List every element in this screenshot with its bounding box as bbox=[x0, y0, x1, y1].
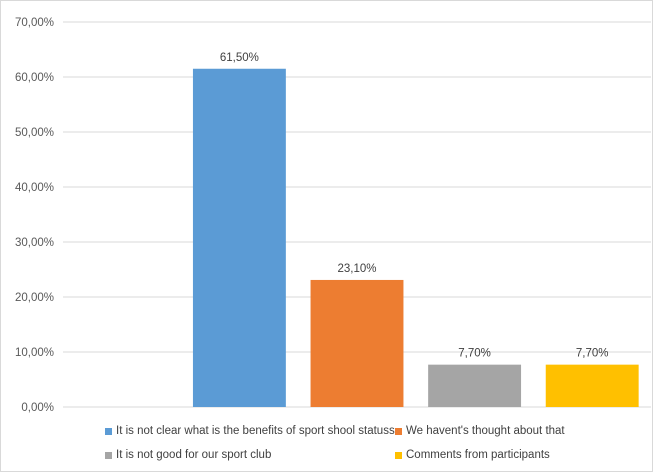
bar-chart: 0,00% 10,00% 20,00% 30,00% 40,00% 50,00% 60,00… bbox=[15, 17, 651, 414]
legend-item-4: Comments from participants bbox=[395, 449, 625, 461]
legend-item-1: It is not clear what is the benefits of … bbox=[105, 425, 395, 437]
y-tick-label: 40,00% bbox=[15, 182, 54, 194]
legend-label-2: We havent's thought about that bbox=[406, 425, 565, 437]
legend-swatch-2 bbox=[395, 427, 402, 435]
y-tick-label: 20,00% bbox=[15, 292, 54, 304]
y-tick-label: 60,00% bbox=[15, 72, 54, 84]
legend-label-3: It is not good for our sport club bbox=[116, 449, 272, 461]
data-label-2: 23,10% bbox=[337, 263, 376, 275]
y-tick-label: 30,00% bbox=[15, 237, 54, 249]
legend-item-3: It is not good for our sport club bbox=[105, 449, 395, 461]
legend: It is not clear what is the benefits of … bbox=[105, 425, 625, 461]
y-tick-label: 70,00% bbox=[15, 17, 54, 29]
legend-label-4: Comments from participants bbox=[406, 449, 550, 461]
legend-swatch-1 bbox=[105, 427, 112, 435]
data-label-1: 61,50% bbox=[220, 52, 259, 64]
legend-swatch-4 bbox=[395, 451, 402, 459]
bar-4 bbox=[545, 364, 639, 407]
legend-item-2: We havent's thought about that bbox=[395, 425, 625, 437]
bar-1 bbox=[192, 68, 286, 407]
data-label-3: 7,70% bbox=[458, 348, 491, 360]
y-tick-label: 10,00% bbox=[15, 347, 54, 359]
bar-3 bbox=[428, 364, 522, 407]
y-tick-label: 50,00% bbox=[15, 127, 54, 139]
data-label-4: 7,70% bbox=[576, 348, 609, 360]
bar-2 bbox=[310, 279, 404, 407]
y-tick-label: 0,00% bbox=[21, 402, 54, 414]
legend-swatch-3 bbox=[105, 451, 112, 459]
legend-label-1: It is not clear what is the benefits of … bbox=[116, 425, 395, 437]
